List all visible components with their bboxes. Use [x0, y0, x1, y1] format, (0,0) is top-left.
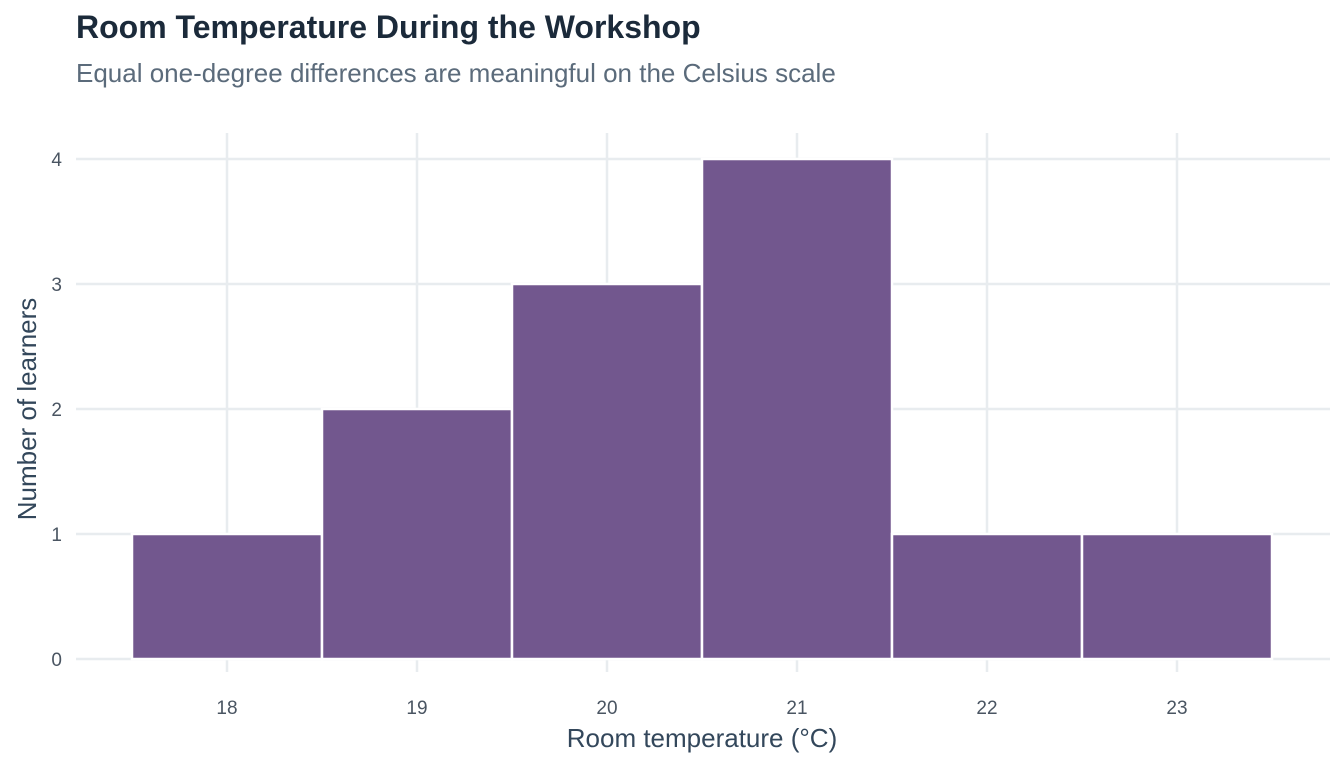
x-tick-label: 18	[216, 698, 237, 719]
histogram-bar-18	[130, 532, 324, 661]
y-axis-title: Number of learners	[12, 298, 42, 521]
y-tick-label: 3	[51, 275, 62, 296]
chart-title: Room Temperature During the Workshop	[76, 9, 701, 45]
x-tick-label: 22	[976, 698, 997, 719]
x-tick-label: 21	[786, 698, 807, 719]
x-tick-label: 19	[406, 698, 427, 719]
y-tick-label: 2	[51, 400, 62, 421]
y-tick-label: 4	[51, 150, 62, 171]
y-tick-label: 1	[51, 525, 62, 546]
x-axis-title: Room temperature (°C)	[567, 723, 837, 753]
x-tick-label: 20	[596, 698, 617, 719]
x-tick-labels: 18 19 20 21 22 23	[216, 698, 1187, 719]
chart-subtitle: Equal one-degree differences are meaning…	[76, 58, 836, 88]
y-tick-label: 0	[51, 650, 62, 671]
histogram-bar-23	[1080, 532, 1274, 661]
x-tick-label: 23	[1166, 698, 1187, 719]
bars	[130, 157, 1274, 661]
histogram-bar-22	[890, 532, 1084, 661]
histogram-bar-19	[320, 407, 514, 661]
histogram-bar-20	[510, 282, 704, 661]
histogram-bar-21	[700, 157, 894, 661]
y-tick-labels: 0 1 2 3 4	[51, 150, 62, 671]
